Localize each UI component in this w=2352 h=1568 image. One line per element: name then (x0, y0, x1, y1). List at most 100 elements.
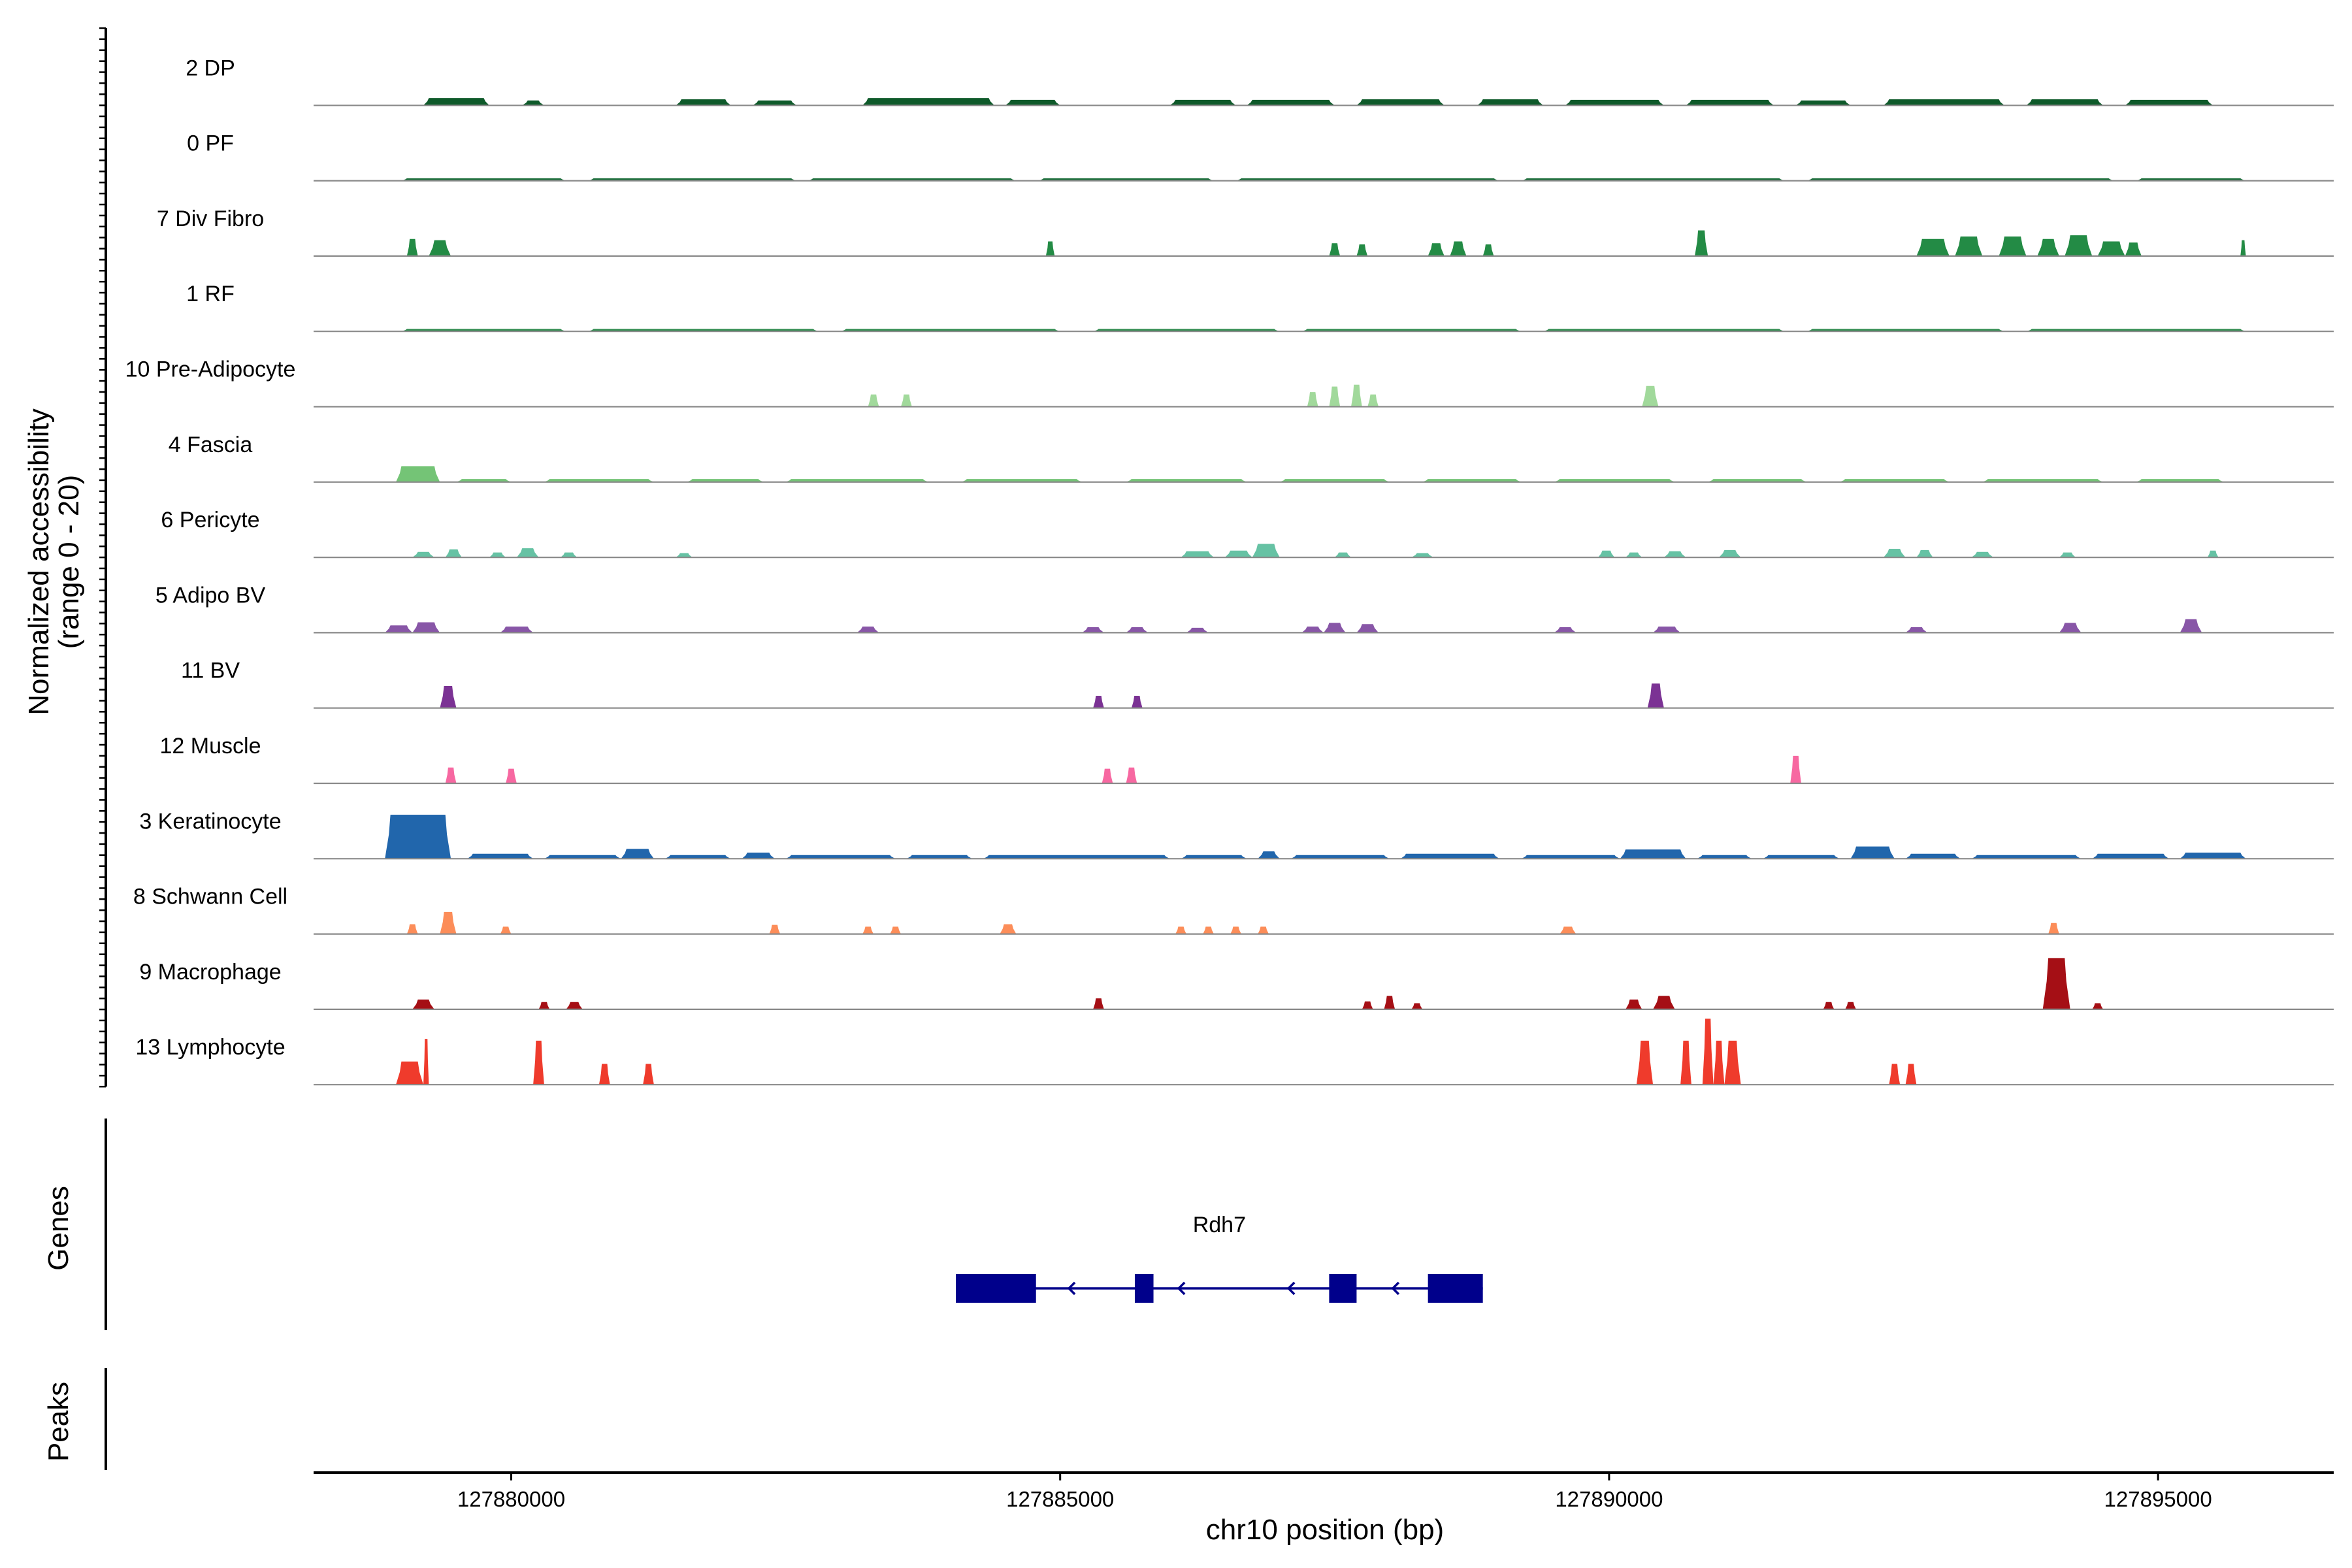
coverage-peak (1307, 392, 1318, 407)
coverage-peak (396, 1061, 423, 1085)
coverage-peak (1916, 238, 1950, 256)
track-0-pf: 0 PF (187, 131, 2334, 182)
coverage-peak (1620, 849, 1686, 859)
coverage-peak (1428, 243, 1445, 256)
coverage-peak (1334, 552, 1351, 558)
track-label: 7 Div Fibro (157, 206, 264, 231)
coverage-peak (1422, 479, 1522, 482)
coverage-peak (1181, 855, 1247, 859)
coverage-peak (1126, 627, 1149, 633)
coverage-peak (1971, 855, 2082, 859)
coverage-peak (1102, 768, 1113, 783)
coverage-peak (423, 98, 489, 106)
strand-arrow (1177, 1281, 1186, 1296)
coverage-peak (1554, 479, 1675, 482)
coverage-peak (1823, 1002, 1835, 1009)
coverage-peak (1082, 627, 1104, 633)
coverage-peak (676, 553, 693, 558)
y-axis-label-range: (range 0 - 20) (53, 475, 85, 649)
track-8-schwann-cell: 8 Schwann Cell (133, 885, 2334, 935)
coverage-peak (522, 100, 544, 106)
coverage-peak (2125, 99, 2213, 106)
track-label: 6 Pericyte (161, 508, 259, 532)
strand-arrow (1286, 1281, 1296, 1296)
coverage-peak (385, 815, 451, 859)
coverage-peak (2097, 241, 2125, 256)
coverage-peak (2180, 853, 2246, 859)
coverage-peak (1411, 553, 1433, 558)
track-11-bv: 11 BV (181, 659, 2334, 709)
coverage-peak (533, 1040, 544, 1085)
coverage-peak (1680, 1040, 1691, 1085)
track-label: 12 Muscle (160, 734, 261, 759)
track-12-muscle: 12 Muscle (160, 734, 2334, 785)
coverage-peak (506, 768, 517, 783)
coverage-peak (1005, 99, 1060, 106)
tracks-panel: 2 DP 0 PF 7 Div Fibro 1 RF 10 Pre-Adipocyte 4… (125, 56, 2334, 1086)
coverage-peak (445, 549, 462, 558)
coverage-peak (500, 627, 534, 633)
coverage-peak (1181, 551, 1214, 558)
x-tick-label: 127890000 (1555, 1487, 1663, 1511)
coverage-peak (862, 98, 994, 106)
coverage-peak (1356, 624, 1379, 633)
coverage-peak (2125, 242, 2142, 256)
coverage-peak (1955, 237, 1983, 256)
coverage-peak (2240, 240, 2246, 256)
coverage-peak (1560, 926, 1576, 934)
coverage-peak (566, 1002, 583, 1009)
coverage-peak (412, 551, 434, 558)
coverage-peak (1482, 244, 1494, 256)
coverage-peak (1697, 855, 1752, 859)
coverage-peak (1224, 550, 1252, 558)
x-tick-label: 127885000 (1006, 1487, 1114, 1511)
coverage-peak (1982, 479, 2104, 482)
genes-panel: Rdh7 (956, 1213, 1483, 1303)
coverage-peak (664, 855, 731, 859)
coverage-peak (1905, 627, 1928, 633)
coverage-peak (1186, 627, 1209, 633)
gene-exon (1329, 1274, 1357, 1303)
coverage-peak (2136, 479, 2224, 482)
coverage-peak (1845, 1002, 1856, 1009)
coverage-peak (396, 466, 440, 482)
track-label: 0 PF (187, 131, 234, 156)
coverage-peak (1999, 237, 2027, 256)
coverage-peak (2048, 923, 2059, 934)
coverage-peak (2059, 552, 2076, 558)
coverage-peak (1400, 853, 1499, 859)
coverage-peak (1279, 479, 1390, 482)
coverage-peak (1839, 479, 1950, 482)
coverage-peak (406, 238, 418, 256)
gene-name: Rdh7 (1193, 1213, 1246, 1237)
coverage-peak (742, 853, 775, 859)
coverage-peak (1565, 99, 1664, 106)
track-label: 2 DP (186, 56, 235, 80)
coverage-peak (440, 686, 457, 708)
coverage-peak (890, 926, 901, 934)
coverage-peak (1702, 1019, 1714, 1085)
coverage-peak (906, 855, 973, 859)
coverage-peak (385, 625, 413, 633)
coverage-peak (1554, 627, 1576, 633)
coverage-peak (1126, 479, 1247, 482)
coverage-peak (785, 479, 928, 482)
coverage-peak (1724, 1040, 1741, 1085)
coverage-peak (1625, 999, 1642, 1009)
coverage-peak (406, 924, 418, 934)
track-2-dp: 2 DP (186, 56, 2334, 106)
coverage-peak (1795, 100, 1851, 106)
coverage-peak (2207, 550, 2219, 558)
coverage-peak (2042, 958, 2070, 1009)
track-4-fascia: 4 Fascia (169, 433, 2334, 483)
gene-exon (956, 1274, 1036, 1303)
gene-exon (1428, 1274, 1483, 1303)
x-axis: 127880000 127885000 127890000 127895000 (314, 1471, 2334, 1511)
coverage-peak (1636, 1040, 1654, 1085)
coverage-peak (2037, 238, 2059, 256)
track-label: 9 Macrophage (139, 960, 281, 985)
peaks-panel-label: Peaks (42, 1382, 74, 1462)
coverage-peak (1351, 384, 1362, 407)
coverage-peak (1258, 926, 1269, 934)
track-label: 1 RF (186, 282, 235, 306)
